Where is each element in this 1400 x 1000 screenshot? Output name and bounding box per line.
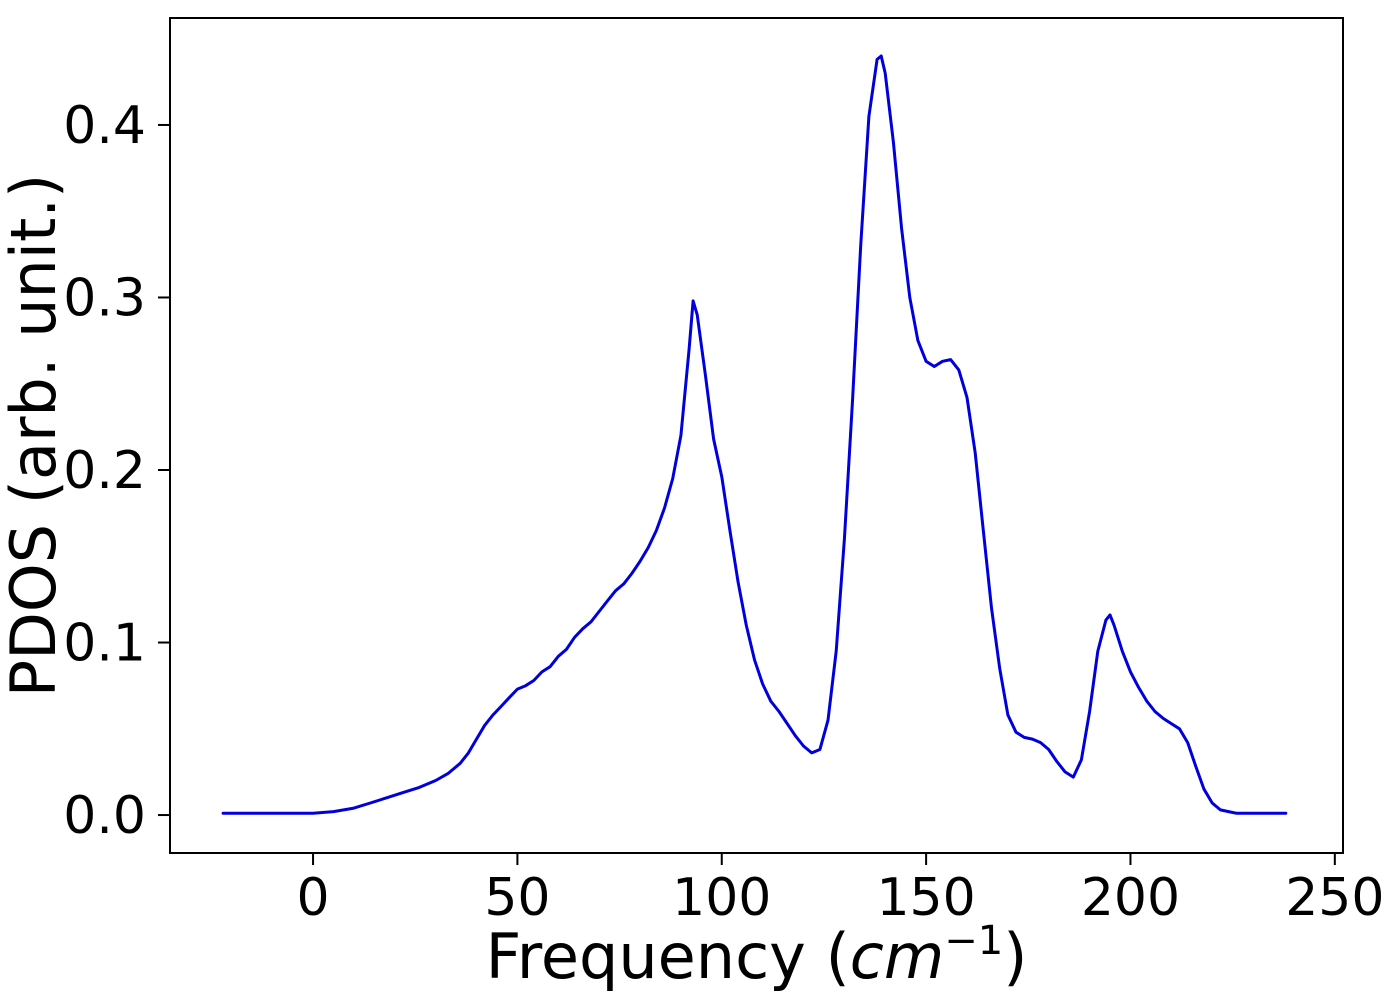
y-tick-label: 0.3 — [63, 268, 146, 328]
x-tick-label: 250 — [1285, 868, 1384, 928]
y-tick-label: 0.4 — [63, 96, 146, 156]
x-axis-label-prefix: Frequency ( — [486, 920, 850, 993]
y-tick-label: 0.0 — [63, 786, 146, 846]
y-tick-label: 0.2 — [63, 441, 146, 501]
x-tick-label: 50 — [484, 868, 550, 928]
x-axis-label-superscript: −1 — [944, 918, 1003, 964]
x-axis-label-suffix: ) — [1003, 920, 1027, 993]
axes-spines — [169, 17, 1344, 854]
x-tick-label: 100 — [672, 868, 771, 928]
y-tick-label: 0.1 — [63, 614, 146, 674]
x-axis-label-math: cm — [850, 920, 944, 993]
pdos-line-series — [221, 54, 1288, 815]
x-tick-label: 200 — [1081, 868, 1180, 928]
x-axis-label: Frequency (cm−1) — [486, 918, 1028, 993]
x-tick-label: 0 — [297, 868, 330, 928]
y-axis-label: PDOS (arb. unit.) — [0, 174, 70, 697]
x-tick-label: 150 — [876, 868, 975, 928]
